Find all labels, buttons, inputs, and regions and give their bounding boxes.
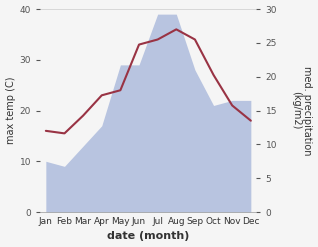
- X-axis label: date (month): date (month): [107, 231, 190, 242]
- Y-axis label: max temp (C): max temp (C): [5, 77, 16, 144]
- Y-axis label: med. precipitation
(kg/m2): med. precipitation (kg/m2): [291, 66, 313, 155]
